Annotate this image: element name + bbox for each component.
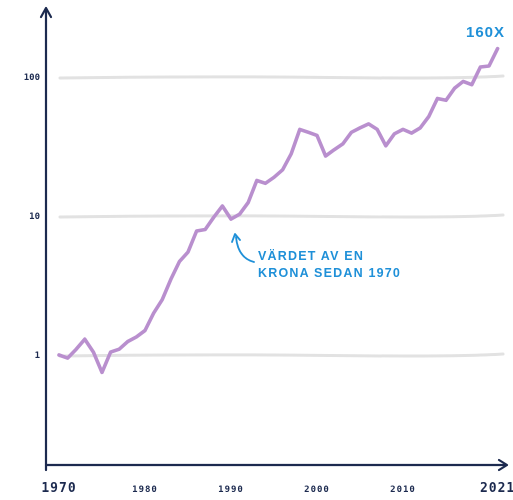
- grid-lines: [58, 74, 505, 358]
- series-layer: [57, 46, 500, 375]
- x-axis-arrow: [497, 458, 509, 472]
- gridline-10: [58, 213, 505, 219]
- axes: [39, 6, 509, 472]
- x-tick-label-2021: 2021: [480, 481, 513, 496]
- x-tick-label-1970: 1970: [41, 481, 76, 496]
- y-tick-label-10: 10: [29, 212, 40, 222]
- y-axis-arrow: [39, 6, 53, 19]
- end-value-label: 160X: [466, 24, 505, 41]
- y-tick-labels: 1 10 100: [24, 73, 40, 361]
- gridline-100: [58, 74, 505, 80]
- gridline-1: [58, 352, 505, 358]
- x-tick-label-2000: 2000: [304, 485, 330, 495]
- y-tick-label-100: 100: [24, 73, 40, 83]
- annotation-krona: VÄRDET AV EN KRONA SEDAN 1970: [231, 233, 401, 280]
- x-tick-label-1990: 1990: [218, 485, 244, 495]
- x-tick-labels: 1970 1980 1990 2000 2010 2021: [41, 481, 513, 496]
- series-line-0: [57, 46, 500, 375]
- annotation-line-1: VÄRDET AV EN: [258, 248, 364, 263]
- x-tick-label-2010: 2010: [390, 485, 416, 495]
- annotation-arrow-head: [231, 233, 241, 243]
- x-tick-label-1980: 1980: [132, 485, 158, 495]
- annotation-arrow: [235, 236, 255, 263]
- annotation-line-2: KRONA SEDAN 1970: [258, 266, 401, 280]
- y-tick-label-1: 1: [35, 351, 40, 361]
